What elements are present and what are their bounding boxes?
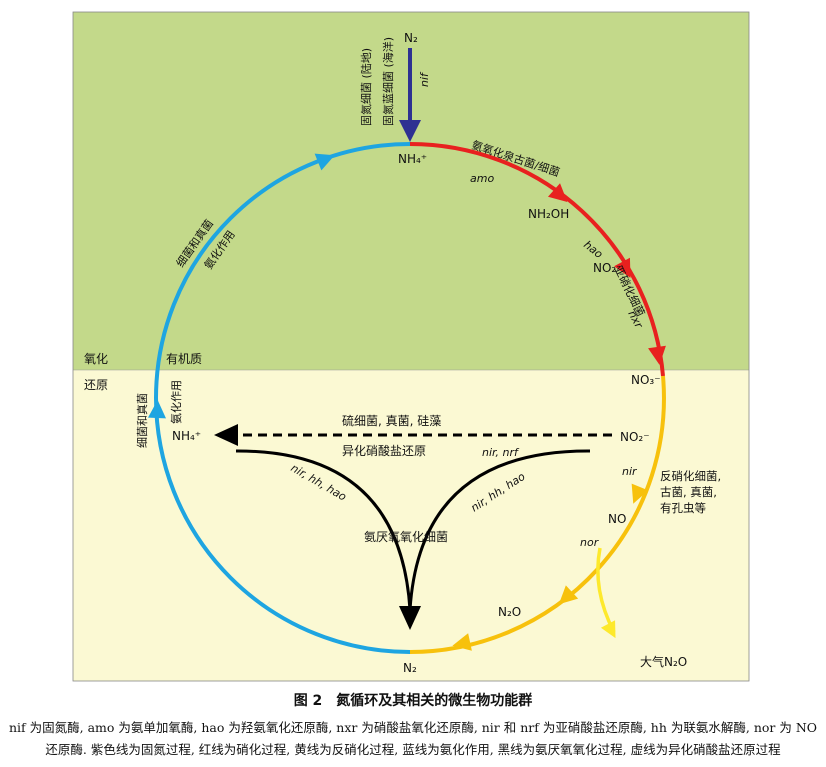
nitrification-arc — [409, 142, 665, 377]
nitrogen-cycle-diagram: N₂ NH₄⁺ NH₂OH NO₂⁻ NO₃⁻ NO₂⁻ NO N₂O N₂ N… — [72, 11, 750, 682]
node-no2-upper: NO₂⁻ — [593, 261, 623, 275]
node-no: NO — [608, 512, 626, 526]
node-nh2oh: NH₂OH — [528, 207, 569, 221]
arrow-nir — [631, 483, 649, 504]
enzyme-nir: nir — [622, 465, 638, 478]
anammox-left-curve — [235, 449, 412, 611]
group-fix-land: 固氮细菌 (陆地) — [359, 48, 373, 126]
zone-label-reduced: 还原 — [84, 378, 108, 392]
group-dnra-line1: 硫细菌, 真菌, 硅藻 — [342, 413, 441, 428]
arrow-ammon-upper — [314, 153, 335, 171]
figure-caption-line-2: 还原酶. 紫色线为固氮过程, 红线为硝化过程, 黄线为反硝化过程, 蓝线为氨化作… — [45, 742, 781, 757]
node-no2-lower: NO₂⁻ — [620, 430, 650, 444]
node-no3: NO₃⁻ — [631, 373, 661, 387]
node-nh4-left: NH₄⁺ — [172, 429, 201, 443]
anammox-right-curve — [408, 449, 591, 611]
enzyme-nor: nor — [580, 536, 600, 549]
dnra-arrowhead — [214, 424, 238, 446]
node-organic-matter: 有机质 — [166, 352, 202, 366]
zone-label-oxidized: 氧化 — [84, 352, 108, 366]
arrow-n2o-n2 — [452, 633, 472, 651]
figure-caption-line-1: nif 为固氮酶, amo 为氨单加氧酶, hao 为羟氨氧化还原酶, nxr … — [8, 720, 818, 735]
anammox-arrowhead — [399, 606, 421, 630]
group-fix-sea: 固氮蓝细菌 (海洋) — [381, 37, 395, 126]
fixation-arrowhead — [399, 120, 421, 142]
arrow-amo — [547, 183, 568, 203]
group-denit-line1: 反硝化细菌, — [660, 469, 721, 483]
node-n2o: N₂O — [498, 605, 521, 619]
node-n2-top: N₂ — [404, 31, 418, 45]
group-anammox: 氨厌氧氧化细菌 — [364, 530, 448, 544]
group-denit-line3: 有孔虫等 — [660, 501, 706, 515]
group-dnra-line2: 异化硝酸盐还原 — [342, 443, 426, 458]
enzyme-amo: amo — [470, 172, 494, 185]
arrow-ammon-lower — [148, 400, 166, 419]
group-ammon-lower-line2: 氨化作用 — [169, 380, 183, 424]
node-nh4-top: NH₄⁺ — [398, 152, 427, 166]
enzyme-nif: nif — [418, 71, 431, 87]
reduced-zone-bg — [73, 370, 749, 681]
node-n2-bottom: N₂ — [403, 661, 417, 675]
arrow-hao — [614, 257, 631, 278]
figure-frame — [72, 11, 750, 682]
ammonification-arc — [154, 142, 411, 654]
arrow-nxr — [648, 345, 666, 365]
atmosphere-n2o-arrowhead — [600, 620, 616, 639]
group-ammon-lower-line1: 细菌和真菌 — [135, 393, 149, 448]
figure-caption-title: 图 2 氮循环及其相关的微生物功能群 — [293, 693, 533, 709]
arrow-nor — [558, 585, 579, 605]
group-denit-line2: 古菌, 真菌, — [660, 485, 717, 499]
enzyme-nir-nrf: nir, nrf — [482, 446, 520, 459]
node-n2o-atmosphere: 大气N₂O — [640, 654, 687, 669]
